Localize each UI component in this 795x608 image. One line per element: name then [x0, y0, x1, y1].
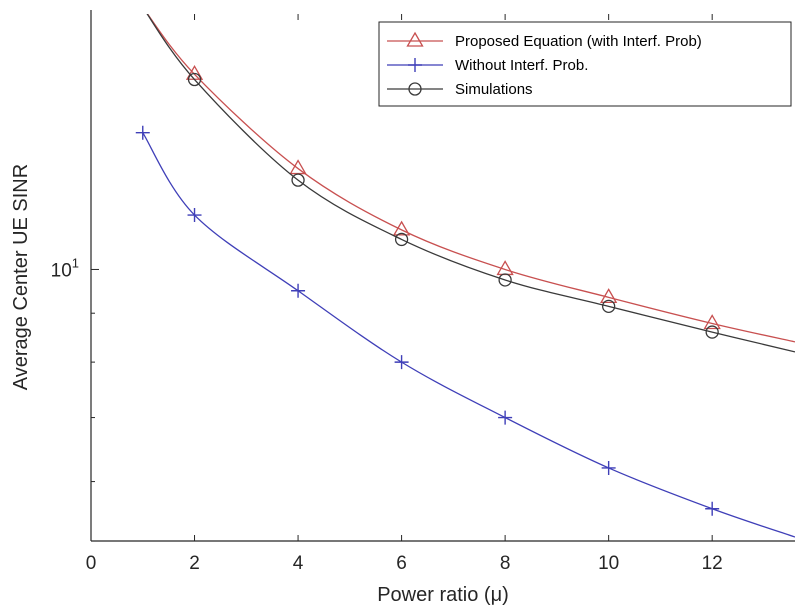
series-line	[146, 14, 795, 343]
data-point	[135, 125, 150, 140]
data-point	[289, 159, 307, 175]
y-axis-label: Average Center UE SINR	[10, 164, 32, 390]
series-1	[135, 125, 795, 538]
series-0	[146, 14, 795, 343]
data-point	[394, 232, 409, 247]
x-tick-label: 10	[598, 553, 619, 574]
legend-marker	[408, 82, 422, 96]
data-point	[394, 355, 409, 370]
x-tick-label: 12	[702, 553, 723, 574]
data-point	[291, 173, 305, 187]
data-point	[187, 208, 202, 223]
legend: Proposed Equation (with Interf. Prob) Wit…	[378, 21, 792, 107]
y-tick-label: 101	[51, 255, 79, 281]
data-point	[600, 288, 618, 304]
x-tick-label: 8	[500, 553, 511, 574]
data-point	[291, 283, 306, 298]
data-point	[703, 314, 721, 330]
axes	[90, 10, 795, 542]
x-tick-label: 2	[189, 553, 200, 574]
series-line	[146, 14, 795, 353]
legend-marker	[406, 31, 424, 47]
legend-label: Without Interf. Prob.	[455, 57, 588, 74]
legend-box	[378, 21, 792, 107]
data-point	[705, 325, 719, 339]
data-point	[705, 501, 720, 516]
series-layer	[135, 14, 795, 538]
series-line	[142, 132, 795, 538]
data-point	[187, 72, 202, 87]
x-tick-label: 4	[293, 553, 304, 574]
x-tick-label: 6	[396, 553, 407, 574]
data-point	[601, 460, 616, 475]
legend-label: Simulations	[455, 81, 533, 98]
x-axis-label: Power ratio (μ)	[377, 584, 509, 606]
tick-labels: 0 2 4 6 8 10 12 101	[51, 255, 723, 574]
legend-label: Proposed Equation (with Interf. Prob)	[455, 33, 702, 50]
data-point	[601, 299, 616, 313]
data-point	[498, 273, 512, 287]
legend-marker	[408, 58, 422, 72]
x-tick-label: 0	[86, 553, 97, 574]
data-point	[498, 410, 513, 425]
series-2	[146, 14, 795, 353]
data-point	[392, 220, 411, 236]
